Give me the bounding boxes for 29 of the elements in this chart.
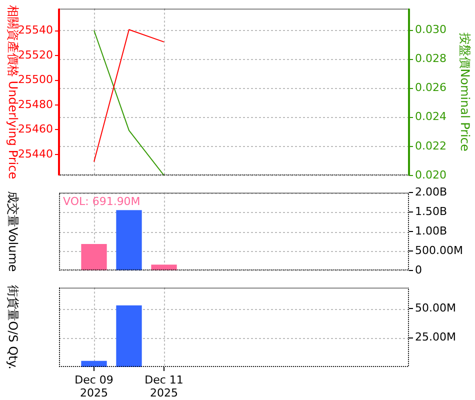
x-tick-label: Dec 11 2025 — [144, 373, 184, 400]
y2-tick-label: 0.028 — [415, 52, 446, 66]
y-tick-label: 500.00M — [415, 244, 463, 257]
bar — [81, 244, 107, 270]
y2-tick-label: 0.020 — [415, 168, 446, 182]
y-tick-label: 50.00M — [415, 301, 456, 314]
bar — [116, 210, 142, 270]
x-tick-label: Dec 09 2025 — [74, 373, 114, 400]
y2-tick-label: 0.024 — [415, 110, 446, 124]
y-tick-label: 25440 — [18, 147, 53, 160]
y-tick-label: 25520 — [18, 48, 53, 62]
y2-axis-title: 按盤價Nominal Price — [458, 32, 472, 152]
y-tick-label: 2.00B — [415, 185, 448, 198]
y-tick-label: 25540 — [18, 24, 53, 37]
y-tick-label: 25500 — [18, 73, 53, 86]
y2-tick-label: 0.030 — [415, 23, 446, 36]
y-tick-label: 0 — [415, 263, 422, 276]
y-axis-title: 成交量Volume — [6, 191, 20, 272]
annotation: VOL: 691.90M — [63, 194, 140, 208]
y-tick-label: 1.50B — [415, 204, 448, 218]
y-tick-label: 25460 — [18, 122, 53, 136]
y-axis-title: 街貨量O/S Qty. — [6, 285, 20, 370]
y-axis-title: 相關資產價格 Underlying Price — [6, 4, 20, 180]
y-tick-label: 1.00B — [415, 224, 448, 238]
y-tick-label: 25480 — [18, 98, 53, 111]
y-tick-label: 25.00M — [415, 330, 456, 344]
y2-tick-label: 0.022 — [415, 139, 446, 152]
y2-tick-label: 0.026 — [415, 81, 446, 94]
bar — [151, 264, 177, 270]
